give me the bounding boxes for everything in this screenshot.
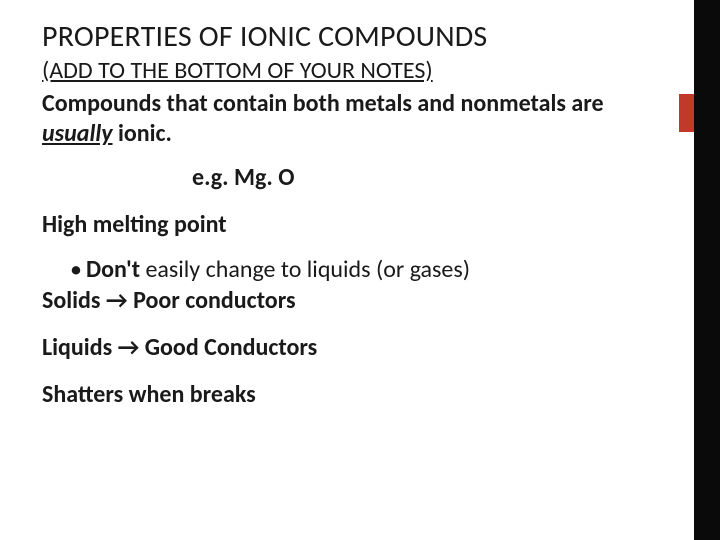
property-liquids: Liquids → Good Conductors [42, 333, 630, 362]
bullet-dot-icon: • [70, 255, 82, 284]
intro-pre: Compounds that contain both metals and n… [42, 89, 604, 118]
example-text: e.g. Mg. O [192, 163, 630, 192]
sidebar-accent-red [679, 94, 694, 132]
property-melting-point: High melting point [42, 210, 630, 239]
sidebar-accent-black [694, 0, 720, 540]
bullet-rest: easily change to liquids (or gases) [140, 255, 470, 284]
property-shatters: Shatters when breaks [42, 380, 630, 409]
slide-content: PROPERTIES OF IONIC COMPOUNDS (ADD TO TH… [0, 0, 680, 429]
property-solids: Solids → Poor conductors [42, 286, 630, 315]
intro-text: Compounds that contain both metals and n… [42, 89, 630, 149]
intro-post: ionic. [113, 119, 172, 148]
bullet-item: •Don't easily change to liquids (or gase… [70, 255, 630, 284]
slide-subtitle: (ADD TO THE BOTTOM OF YOUR NOTES) [42, 57, 630, 86]
slide-title: PROPERTIES OF IONIC COMPOUNDS [42, 20, 630, 55]
intro-italic: usually [42, 119, 113, 148]
bullet-lead: Don't [86, 255, 140, 284]
